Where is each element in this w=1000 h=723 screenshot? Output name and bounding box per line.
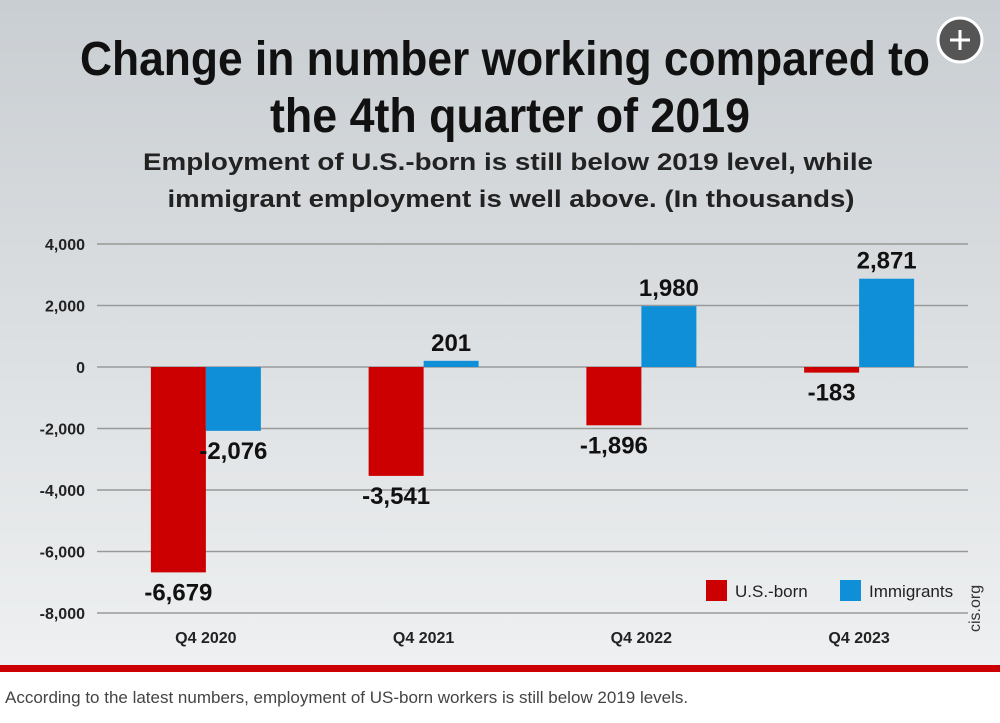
x-tick-label: Q4 2023 <box>828 630 889 647</box>
bar <box>641 306 697 367</box>
x-tick-label: Q4 2020 <box>175 630 236 647</box>
data-label: 1,980 <box>639 275 699 302</box>
chart-subtitle: Employment of U.S.-born is still below 2… <box>143 149 873 176</box>
chart-subtitle: immigrant employment is well above. (In … <box>168 186 855 213</box>
chart-title: the 4th quarter of 2019 <box>270 90 750 143</box>
data-label: -2,076 <box>199 438 267 465</box>
bar <box>368 367 424 476</box>
legend-swatch <box>706 580 727 601</box>
divider <box>0 665 1000 672</box>
source: cis.org <box>967 585 984 632</box>
y-tick-label: -6,000 <box>40 545 85 562</box>
data-label: 2,871 <box>857 248 917 275</box>
bar <box>804 367 860 373</box>
y-tick-label: -4,000 <box>40 483 85 500</box>
expand-button[interactable] <box>936 16 984 64</box>
y-tick-label: 2,000 <box>45 299 85 316</box>
data-label: -183 <box>808 380 856 407</box>
y-tick-label: 0 <box>76 360 85 377</box>
x-tick-label: Q4 2021 <box>393 630 454 647</box>
caption: According to the latest numbers, employm… <box>5 688 688 707</box>
data-label: -1,896 <box>580 432 648 459</box>
data-label: -3,541 <box>362 483 430 510</box>
bar <box>586 367 642 426</box>
bar <box>150 367 206 573</box>
data-label: -6,679 <box>144 579 212 606</box>
legend-swatch <box>840 580 861 601</box>
bar <box>205 367 261 431</box>
x-tick-label: Q4 2022 <box>611 630 672 647</box>
y-tick-label: -2,000 <box>40 422 85 439</box>
y-tick-label: -8,000 <box>40 606 85 623</box>
chart-title: Change in number working compared to <box>80 33 930 86</box>
bar <box>423 360 479 367</box>
data-label: 201 <box>431 330 471 357</box>
bar <box>859 278 915 367</box>
legend-label: Immigrants <box>869 582 953 601</box>
legend-label: U.S.-born <box>735 582 808 601</box>
y-tick-label: 4,000 <box>45 237 85 254</box>
